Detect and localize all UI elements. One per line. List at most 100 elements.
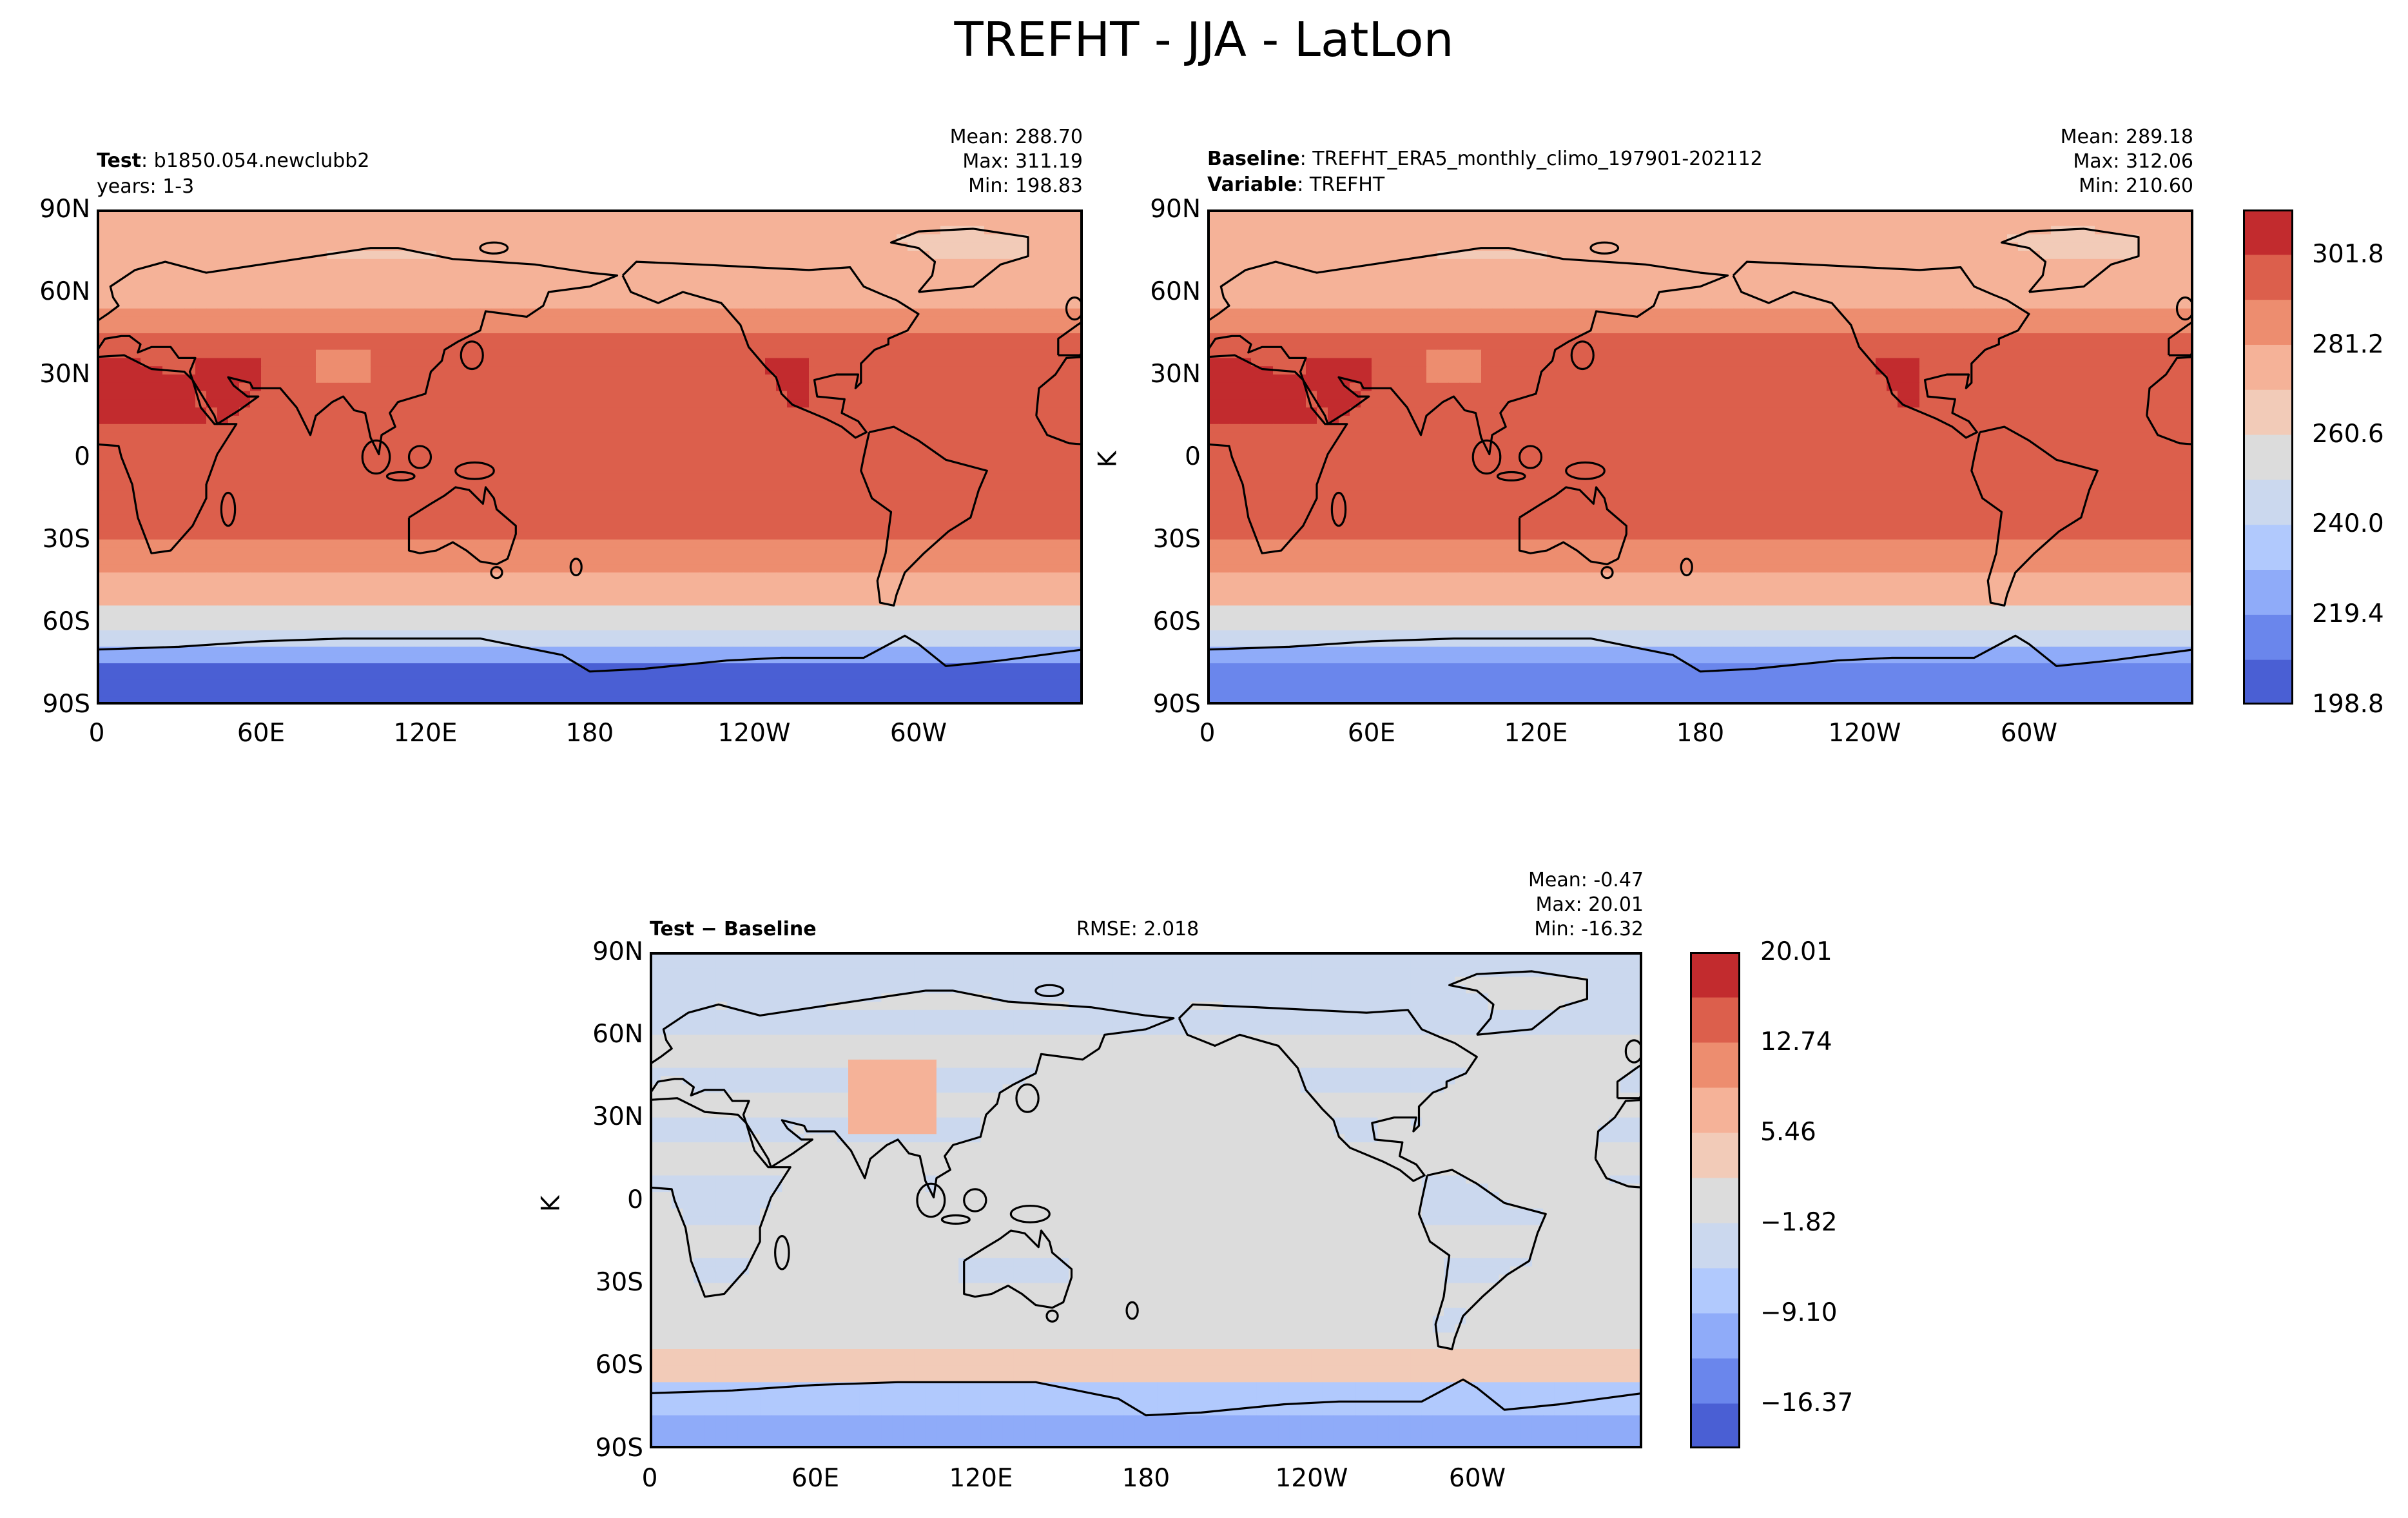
field-cell	[1006, 316, 1018, 326]
field-cell	[1061, 490, 1073, 499]
field-cell	[940, 366, 952, 375]
field-cell	[699, 440, 711, 449]
field-cell	[130, 300, 141, 309]
field-cell	[710, 217, 722, 227]
field-cell	[579, 581, 590, 590]
field-cell	[875, 622, 886, 631]
field-cell	[787, 325, 799, 334]
field-cell	[590, 490, 601, 499]
field-cell	[666, 655, 678, 664]
field-cell	[951, 358, 963, 367]
field-cell	[1017, 267, 1029, 276]
field-cell	[97, 375, 108, 384]
field-cell	[831, 226, 842, 235]
field-cell	[480, 589, 492, 598]
field-cell	[141, 490, 152, 499]
field-cell	[524, 531, 536, 540]
field-cell	[524, 432, 536, 441]
field-cell	[1006, 292, 1018, 301]
field-cell	[261, 581, 273, 590]
field-cell	[349, 341, 360, 351]
field-cell	[842, 358, 853, 367]
field-cell	[875, 217, 886, 227]
field-cell	[984, 572, 996, 581]
field-cell	[557, 581, 568, 590]
field-cell	[765, 292, 777, 301]
field-cell	[908, 572, 919, 581]
field-cell	[623, 655, 634, 664]
field-cell	[1072, 655, 1083, 664]
field-cell	[447, 226, 459, 235]
field-cell	[579, 547, 590, 557]
field-cell	[173, 217, 185, 227]
field-cell	[732, 547, 744, 557]
field-cell	[283, 506, 295, 516]
field-cell	[655, 597, 667, 606]
field-cell	[338, 498, 349, 507]
field-cell	[119, 531, 130, 540]
field-cell	[513, 589, 525, 598]
field-cell	[206, 523, 218, 532]
field-cell	[623, 556, 634, 565]
field-cell	[141, 457, 152, 466]
field-cell	[535, 622, 547, 631]
field-cell	[239, 572, 251, 581]
field-cell	[349, 506, 360, 516]
field-cell	[623, 382, 634, 392]
field-cell	[239, 473, 251, 482]
field-cell	[831, 564, 842, 573]
field-cell	[469, 647, 481, 656]
field-cell	[162, 663, 174, 672]
field-cell	[776, 407, 788, 416]
field-cell	[557, 449, 568, 458]
field-cell	[940, 242, 952, 251]
field-cell	[502, 622, 514, 631]
field-cell	[951, 506, 963, 516]
field-cell	[294, 465, 306, 474]
field-cell	[897, 333, 908, 342]
field-cell	[195, 217, 207, 227]
field-cell	[162, 589, 174, 598]
field-cell	[338, 647, 349, 656]
field-cell	[798, 226, 810, 235]
field-cell	[677, 399, 689, 408]
field-cell	[787, 316, 799, 326]
field-cell	[886, 556, 897, 565]
field-cell	[480, 630, 492, 639]
field-cell	[699, 498, 711, 507]
field-cell	[502, 399, 514, 408]
field-cell	[776, 490, 788, 499]
field-cell	[524, 440, 536, 449]
field-cell	[228, 589, 240, 598]
field-cell	[732, 473, 744, 482]
field-cell	[623, 531, 634, 540]
field-cell	[184, 506, 196, 516]
field-cell	[973, 308, 985, 317]
field-cell	[1050, 316, 1062, 326]
field-cell	[666, 375, 678, 384]
field-cell	[579, 449, 590, 458]
field-cell	[382, 482, 393, 491]
field-cell	[327, 572, 338, 581]
field-cell	[809, 581, 820, 590]
field-cell	[721, 531, 733, 540]
field-cell	[754, 457, 766, 466]
field-cell	[141, 391, 152, 400]
field-cell	[1072, 506, 1083, 516]
field-cell	[305, 349, 316, 358]
field-cell	[217, 614, 229, 623]
field-cell	[294, 275, 306, 284]
field-cell	[327, 284, 338, 293]
field-cell	[151, 572, 163, 581]
field-cell	[119, 399, 130, 408]
field-cell	[393, 267, 404, 276]
field-cell	[579, 382, 590, 392]
field-cell	[151, 432, 163, 441]
field-cell	[645, 407, 656, 416]
field-cell	[557, 614, 568, 623]
field-cell	[206, 506, 218, 516]
field-cell	[261, 482, 273, 491]
field-cell	[634, 531, 645, 540]
field-cell	[349, 465, 360, 474]
field-cell	[130, 258, 141, 268]
